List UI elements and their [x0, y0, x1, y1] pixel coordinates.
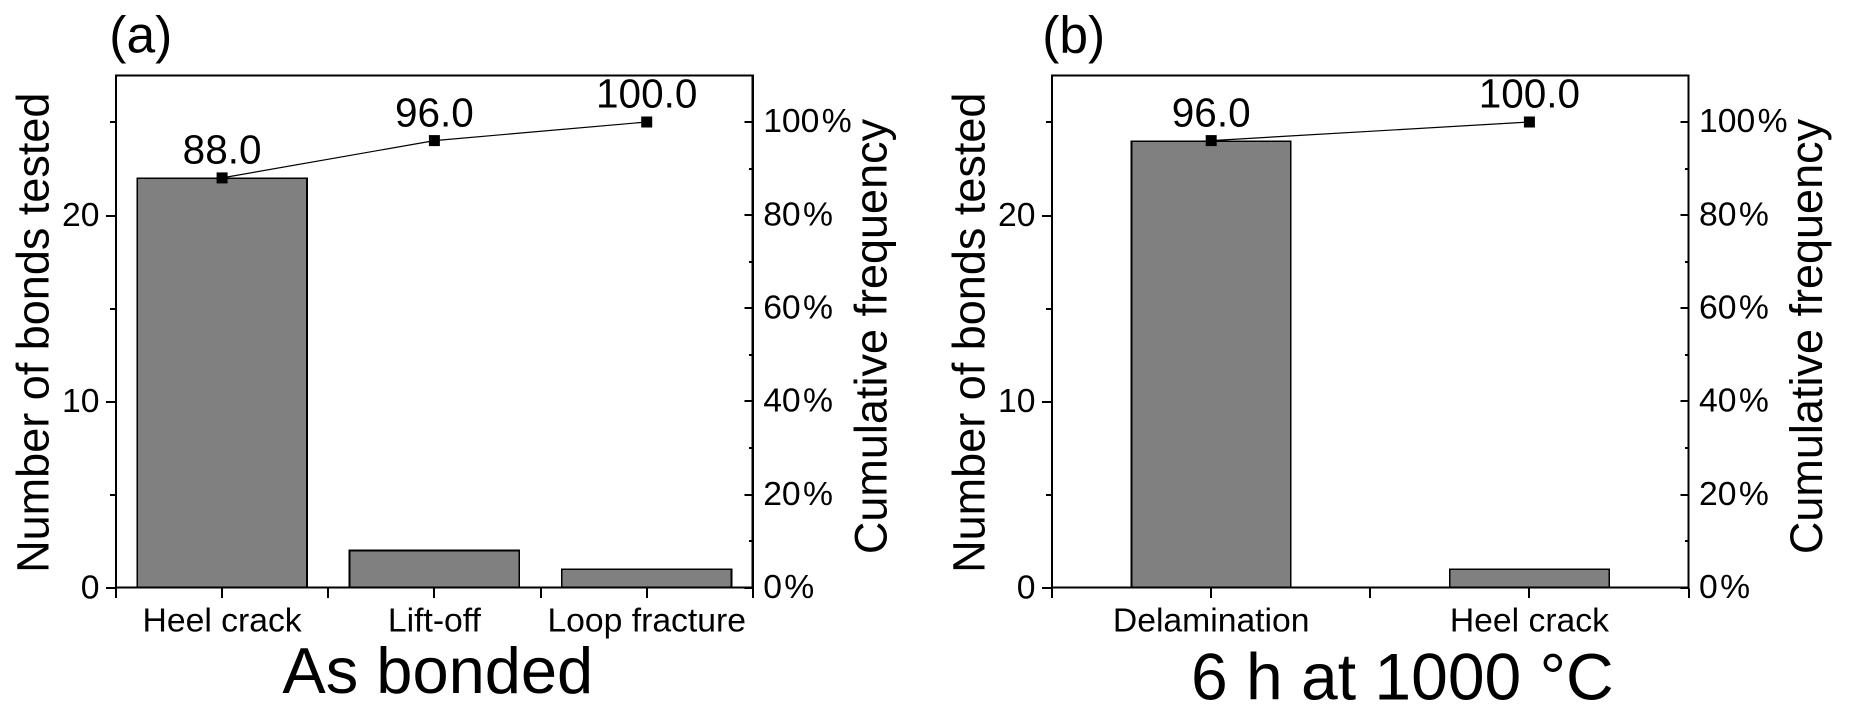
svg-text:20: 20: [62, 196, 99, 234]
svg-text:100 %: 100 %: [1699, 102, 1788, 140]
svg-text:0 %: 0 %: [1699, 568, 1750, 606]
svg-text:40 %: 40 %: [1699, 382, 1769, 420]
svg-text:Delamination: Delamination: [1113, 601, 1310, 639]
svg-text:Heel crack: Heel crack: [143, 601, 302, 639]
svg-text:80 %: 80 %: [1699, 195, 1769, 233]
svg-text:10: 10: [62, 382, 99, 420]
svg-text:100 %: 100 %: [763, 102, 852, 140]
svg-text:As bonded: As bonded: [282, 634, 593, 707]
svg-text:60 %: 60 %: [763, 289, 833, 327]
svg-text:Cumulative frequency: Cumulative frequency: [845, 118, 896, 554]
svg-text:Lift-off: Lift-off: [388, 601, 482, 639]
svg-text:88.0: 88.0: [183, 127, 262, 173]
svg-text:100.0: 100.0: [1479, 71, 1580, 117]
svg-text:0 %: 0 %: [763, 568, 814, 606]
svg-text:(b): (b): [1042, 5, 1105, 63]
svg-text:96.0: 96.0: [395, 89, 474, 135]
svg-text:40 %: 40 %: [763, 382, 833, 420]
svg-text:0: 0: [1017, 568, 1036, 606]
svg-text:10: 10: [998, 382, 1035, 420]
svg-text:0: 0: [81, 568, 100, 606]
svg-text:96.0: 96.0: [1172, 89, 1251, 135]
svg-text:Cumulative frequency: Cumulative frequency: [1781, 118, 1832, 554]
svg-text:Heel crack: Heel crack: [1450, 601, 1609, 639]
svg-text:20 %: 20 %: [763, 475, 833, 513]
svg-text:Number of bonds tested: Number of bonds tested: [7, 93, 58, 573]
svg-text:60 %: 60 %: [1699, 289, 1769, 327]
svg-text:20: 20: [998, 196, 1035, 234]
svg-text:6 h at 1000 °C: 6 h at 1000 °C: [1191, 639, 1614, 713]
svg-text:(a): (a): [109, 5, 172, 63]
svg-text:Number of bonds tested: Number of bonds tested: [943, 93, 994, 573]
svg-text:100.0: 100.0: [596, 71, 697, 117]
svg-text:20 %: 20 %: [1699, 475, 1769, 513]
svg-text:Loop fracture: Loop fracture: [547, 601, 746, 639]
svg-text:80 %: 80 %: [763, 195, 833, 233]
